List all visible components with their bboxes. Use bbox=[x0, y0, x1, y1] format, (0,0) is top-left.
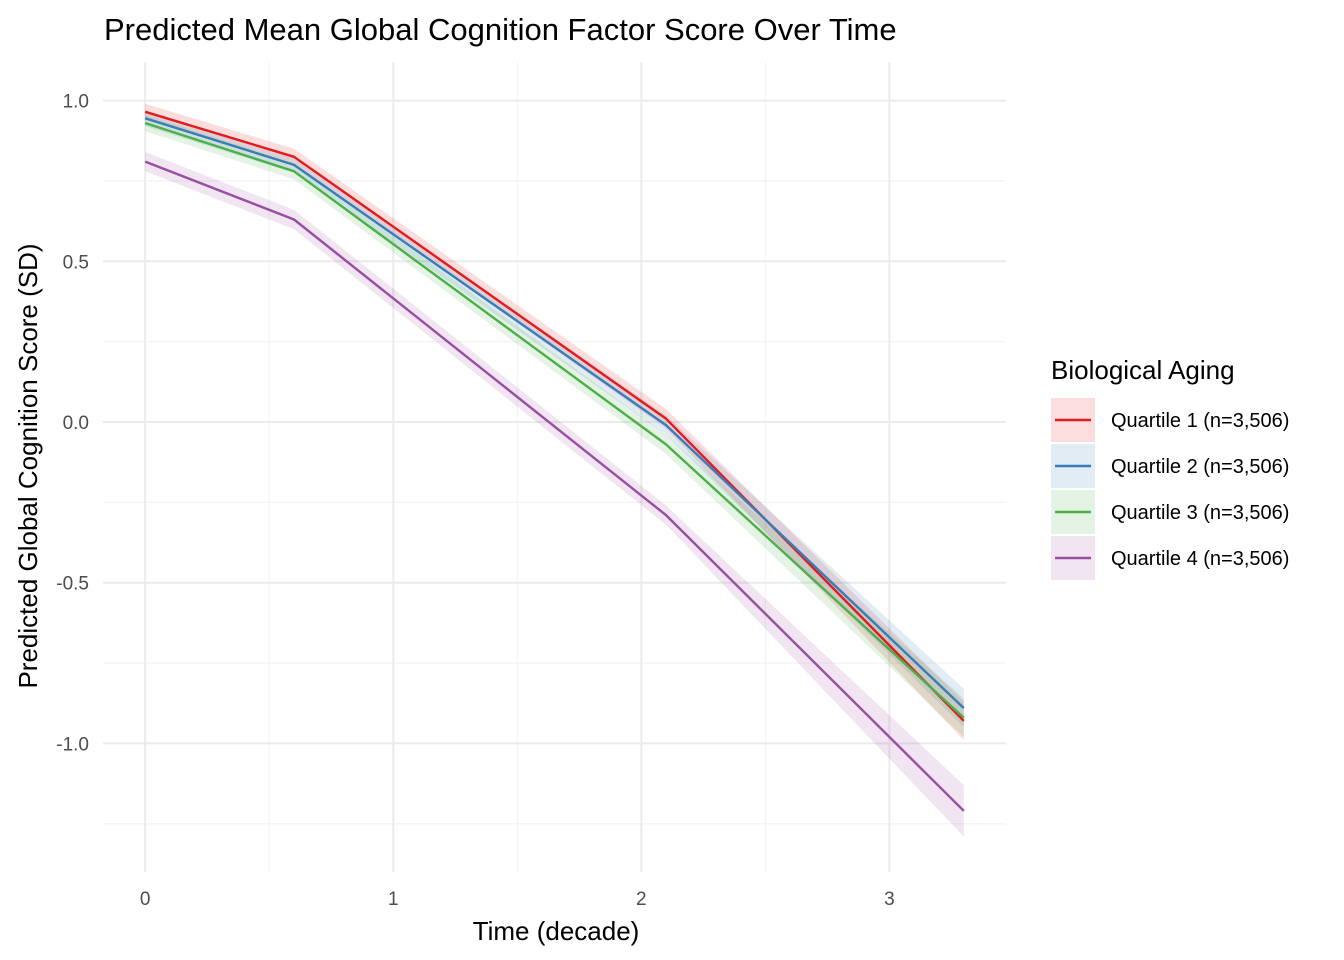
y-tick-label: -0.5 bbox=[56, 574, 89, 595]
series-line-q3 bbox=[144, 121, 965, 719]
series-line-q4 bbox=[144, 160, 965, 812]
confidence-band-q4 bbox=[145, 152, 964, 837]
legend: Biological Aging Quartile 1 (n=3,506) Qua… bbox=[1051, 355, 1289, 580]
grid bbox=[103, 62, 1006, 872]
legend-title: Biological Aging bbox=[1051, 355, 1235, 385]
chart-title: Predicted Mean Global Cognition Factor S… bbox=[104, 12, 897, 47]
confidence-bands bbox=[145, 103, 964, 837]
y-axis-title: Predicted Global Cognition Score (SD) bbox=[13, 243, 43, 688]
tick-labels: 0 1 2 3 1.0 0.5 0.0 -0.5 -1.0 bbox=[56, 92, 894, 910]
y-tick-label: -1.0 bbox=[56, 734, 89, 755]
legend-label-q2: Quartile 2 (n=3,506) bbox=[1111, 456, 1289, 478]
series-lines bbox=[144, 110, 965, 812]
x-tick-label: 2 bbox=[636, 889, 647, 910]
x-tick-label: 1 bbox=[388, 889, 399, 910]
x-tick-label: 3 bbox=[884, 889, 895, 910]
y-tick-label: 0.5 bbox=[63, 252, 89, 273]
y-tick-label: 0.0 bbox=[63, 413, 89, 434]
legend-label-q3: Quartile 3 (n=3,506) bbox=[1111, 502, 1289, 524]
x-tick-label: 0 bbox=[140, 889, 151, 910]
x-axis-title: Time (decade) bbox=[473, 916, 640, 946]
series-line-q2 bbox=[144, 117, 965, 709]
legend-label-q4: Quartile 4 (n=3,506) bbox=[1111, 548, 1289, 570]
legend-label-q1: Quartile 1 (n=3,506) bbox=[1111, 410, 1289, 432]
y-tick-label: 1.0 bbox=[63, 92, 89, 113]
series-line-q1 bbox=[144, 110, 965, 722]
